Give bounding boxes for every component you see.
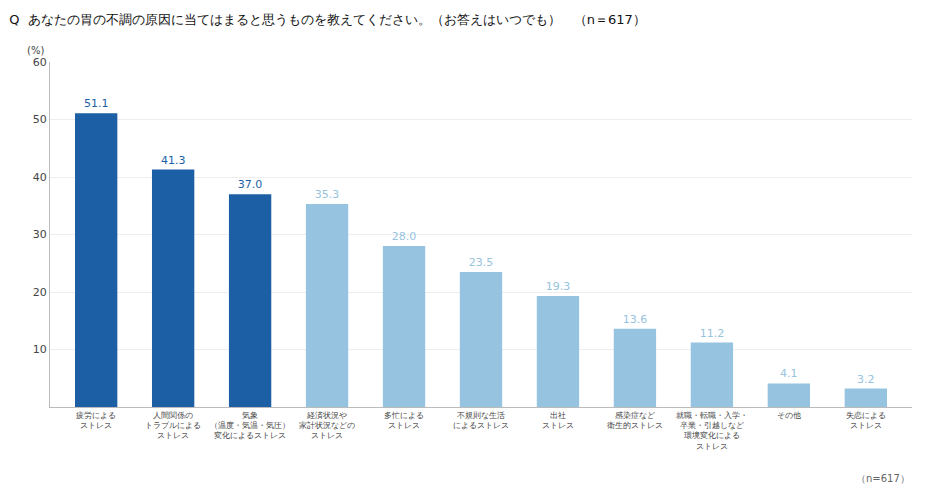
- svg-text:就職・転職・入学・卒業・引越しなど環境変化によるストレス: 就職・転職・入学・卒業・引越しなど環境変化によるストレス: [676, 411, 748, 451]
- svg-text:23.5: 23.5: [469, 256, 494, 269]
- svg-text:失恋によるストレス: 失恋によるストレス: [846, 411, 886, 430]
- svg-text:11.2: 11.2: [700, 327, 725, 340]
- svg-text:19.3: 19.3: [546, 280, 571, 293]
- svg-text:疲労によるストレス: 疲労によるストレス: [76, 411, 116, 430]
- svg-text:37.0: 37.0: [238, 178, 262, 191]
- svg-text:Q あなたの胃の不調の原因に当てはまると思うものを教えてく: Q あなたの胃の不調の原因に当てはまると思うものを教えてください。（お答えはいつ…: [9, 12, 646, 27]
- svg-text:その他: その他: [777, 411, 801, 420]
- svg-text:10: 10: [33, 343, 47, 356]
- svg-text:40: 40: [33, 171, 47, 184]
- svg-text:41.3: 41.3: [161, 154, 186, 167]
- svg-text:出社ストレス: 出社ストレス: [542, 411, 574, 430]
- svg-text:（n=617）: （n=617）: [856, 473, 910, 484]
- svg-text:4.1: 4.1: [780, 367, 798, 380]
- svg-text:50: 50: [33, 113, 47, 126]
- svg-text:30: 30: [33, 228, 47, 241]
- svg-text:多忙によるストレス: 多忙によるストレス: [384, 411, 424, 430]
- svg-text:35.3: 35.3: [315, 188, 340, 201]
- svg-text:13.6: 13.6: [623, 313, 648, 326]
- svg-text:3.2: 3.2: [857, 373, 875, 386]
- svg-text:感染症など衛生的ストレス: 感染症など衛生的ストレス: [607, 411, 663, 430]
- svg-text:人間関係のトラブルによるストレス: 人間関係のトラブルによるストレス: [145, 411, 201, 441]
- svg-text:28.0: 28.0: [392, 230, 417, 243]
- svg-text:60: 60: [33, 56, 47, 69]
- svg-text:(%): (%): [27, 45, 44, 56]
- svg-text:51.1: 51.1: [84, 97, 109, 110]
- svg-text:20: 20: [33, 286, 47, 299]
- svg-text:不規則な生活によるストレス: 不規則な生活によるストレス: [453, 411, 509, 430]
- svg-text:気象（温度・気温・気圧）変化によるストレス: 気象（温度・気温・気圧）変化によるストレス: [210, 411, 290, 441]
- svg-text:経済状況や家計状況などのストレス: 経済状況や家計状況などのストレス: [299, 411, 355, 441]
